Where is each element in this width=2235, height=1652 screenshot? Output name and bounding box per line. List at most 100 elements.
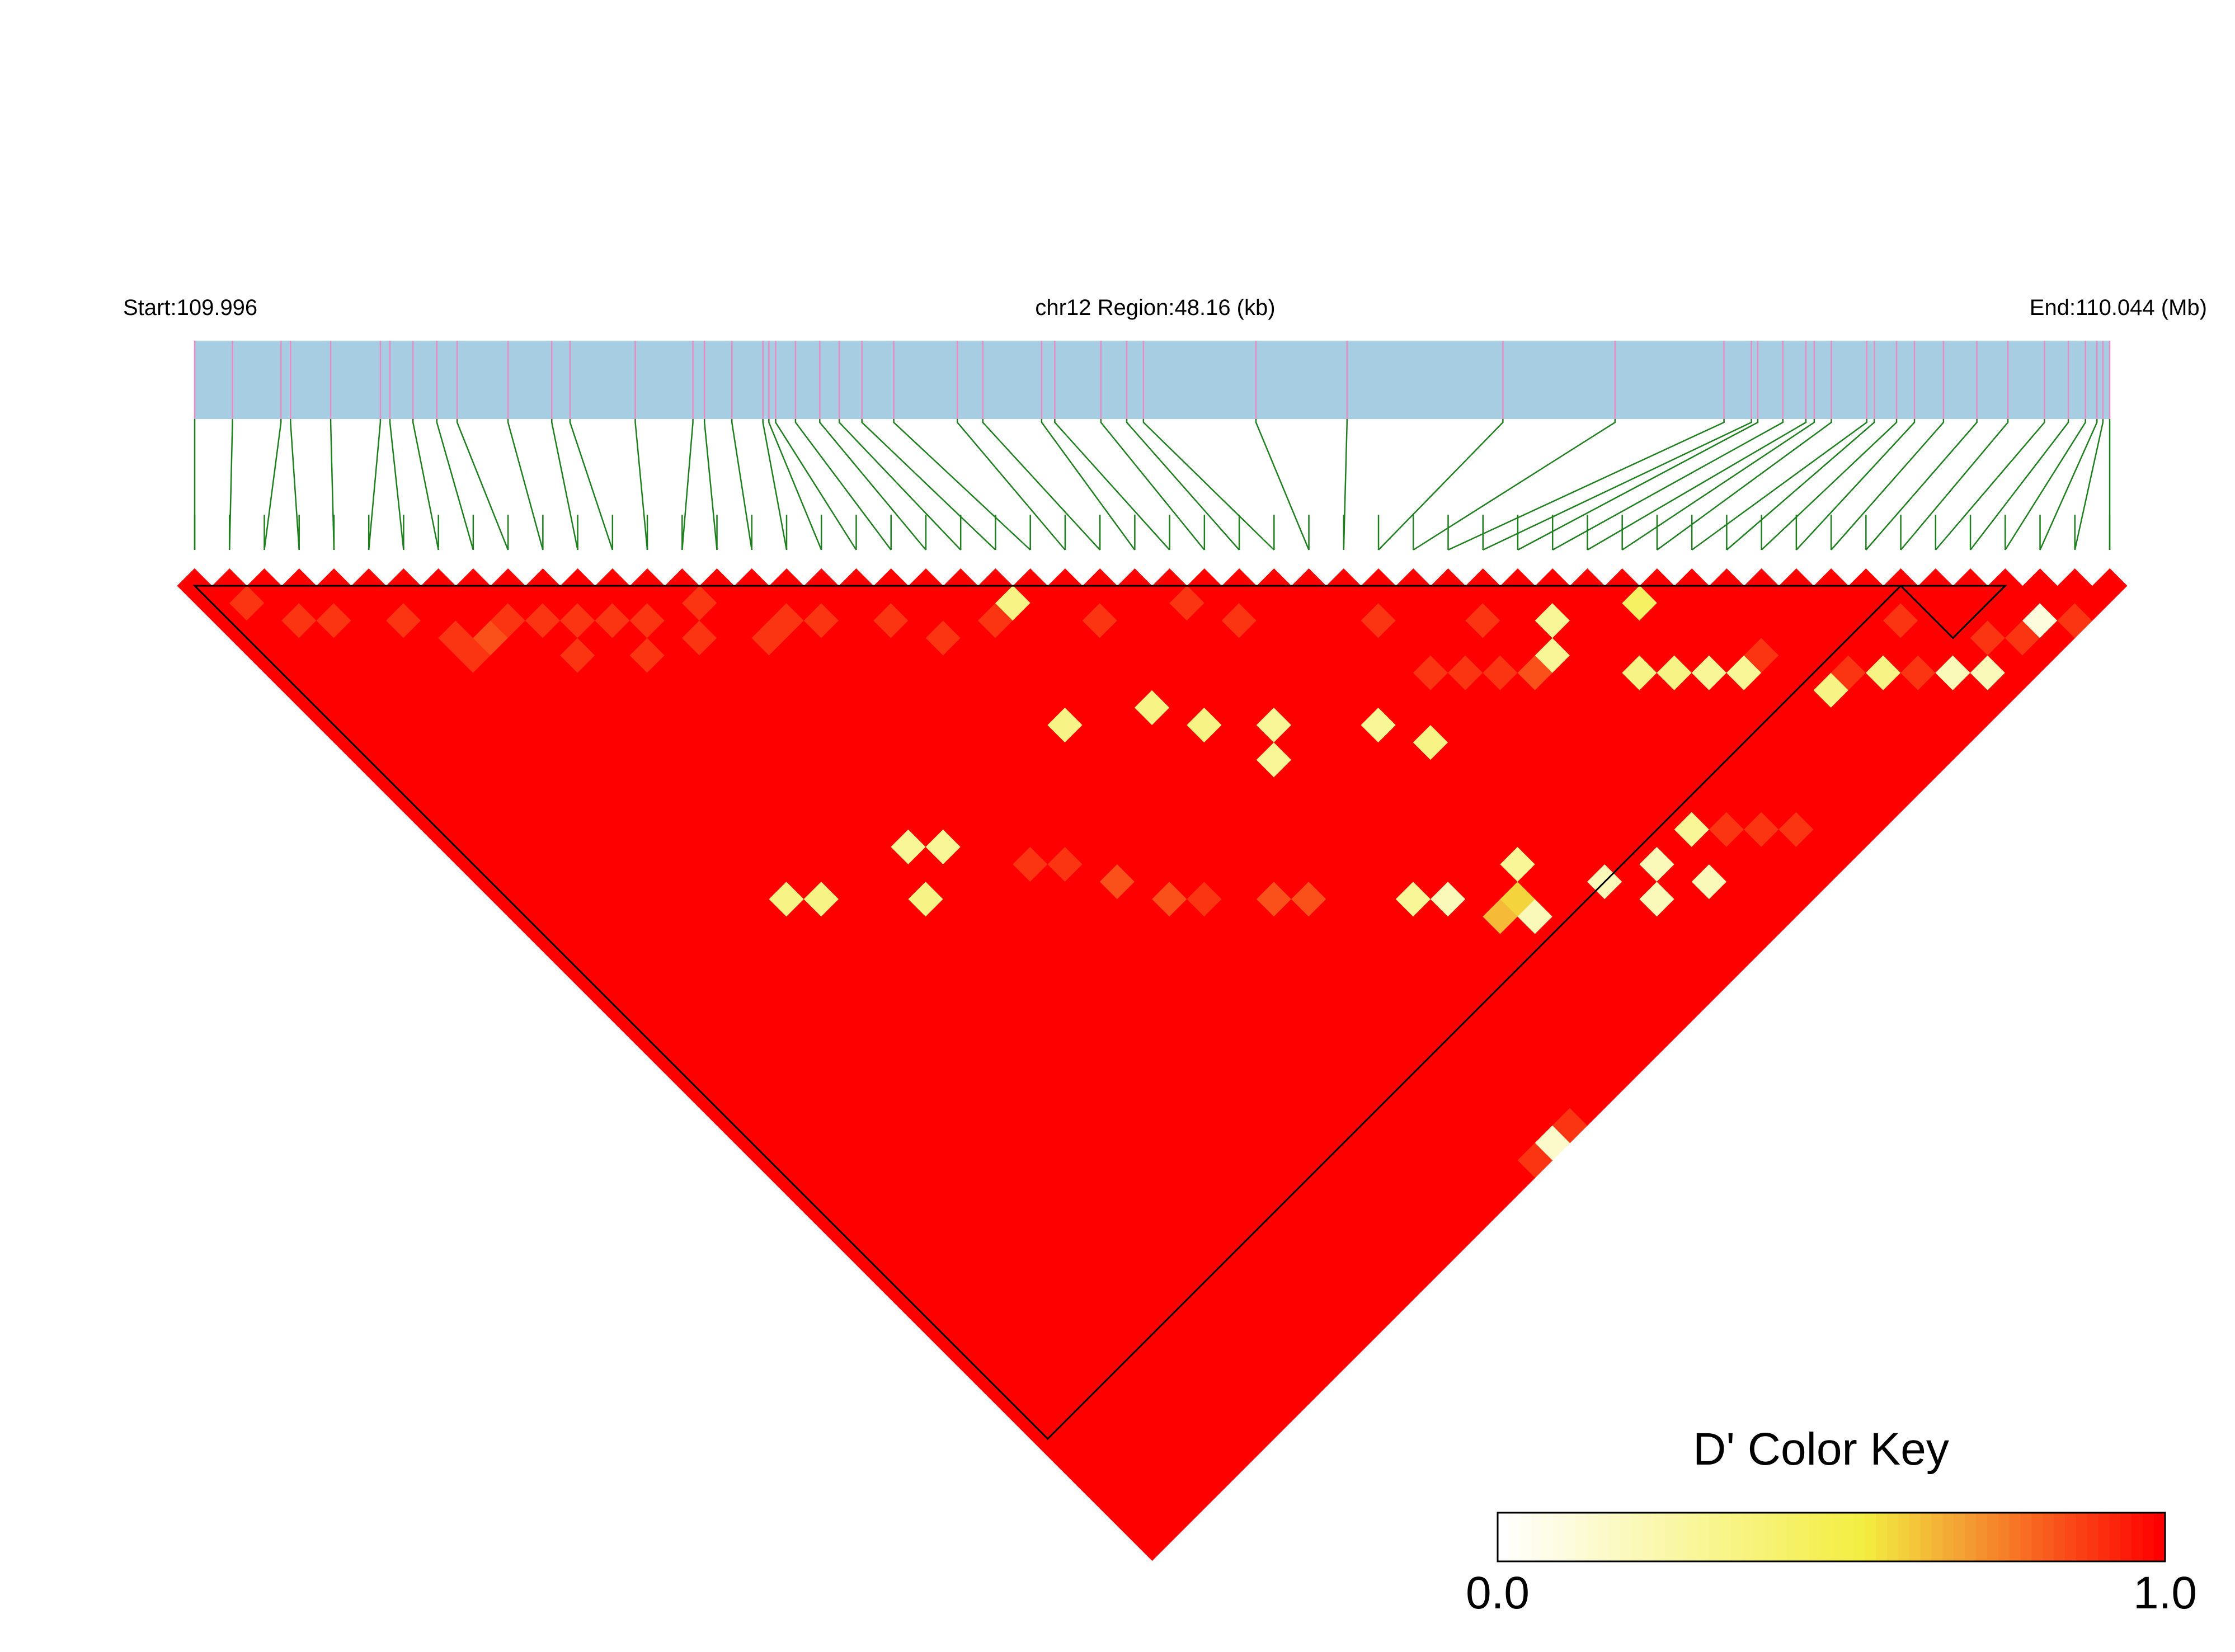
- color-key-segment: [1865, 1513, 1877, 1561]
- snp-connector: [330, 419, 335, 550]
- snp-connector: [681, 419, 694, 550]
- snp-connector: [893, 419, 1031, 550]
- snp-connector: [1041, 419, 1136, 550]
- snp-connector: [1657, 419, 1832, 551]
- snp-connector: [2039, 419, 2098, 550]
- snp-connector: [1970, 419, 2069, 550]
- region-start-label: Start:109.996: [123, 295, 257, 320]
- row-notch: [2040, 568, 2075, 586]
- row-notch: [1065, 568, 1100, 586]
- color-key-segment: [1687, 1513, 1698, 1561]
- color-key-segment: [1786, 1513, 1799, 1561]
- snp-connector: [731, 419, 753, 550]
- snp-connector: [569, 419, 614, 550]
- row-notch: [717, 568, 752, 586]
- color-key-segment: [1753, 1513, 1766, 1561]
- row-notch: [1204, 568, 1240, 586]
- color-key-segment: [1519, 1513, 1532, 1561]
- snp-connector: [228, 419, 233, 550]
- row-notch: [369, 568, 404, 586]
- color-key-segment: [1642, 1513, 1654, 1561]
- snp-connector: [389, 419, 404, 550]
- color-key-frame: [1497, 1512, 2166, 1562]
- color-key-segment: [2143, 1513, 2155, 1561]
- row-notch: [333, 568, 369, 586]
- row-notch: [647, 568, 683, 586]
- row-notch: [1448, 568, 1483, 586]
- color-key-segment: [1776, 1513, 1787, 1561]
- color-key-segment: [1975, 1513, 1988, 1561]
- row-notch: [1413, 568, 1448, 586]
- snp-connector: [1795, 419, 1916, 550]
- color-key-segment: [1742, 1513, 1754, 1561]
- snp-connector: [436, 419, 474, 550]
- snp-connector: [1255, 419, 1310, 550]
- color-key-gradient: [1498, 1513, 2166, 1561]
- snp-connector: [838, 419, 962, 550]
- region-end-label: End:110.044 (Mb): [2030, 295, 2207, 320]
- row-notch: [264, 568, 299, 586]
- snp-connector: [2005, 419, 2086, 550]
- row-notch: [1831, 568, 1866, 586]
- snp-connector: [1900, 419, 2009, 550]
- ld-block-outline: [1898, 585, 2007, 639]
- color-key-title: D' Color Key: [1693, 1424, 1949, 1475]
- row-notch: [299, 568, 334, 586]
- track-bar: [195, 341, 2110, 419]
- color-key-segment: [2031, 1513, 2044, 1561]
- color-key-segment: [1942, 1513, 1955, 1561]
- row-notch: [682, 568, 717, 586]
- snp-connector: [1447, 419, 1725, 551]
- row-notch: [403, 568, 439, 586]
- row-notch: [577, 568, 613, 586]
- snp-connector: [861, 419, 996, 550]
- color-key-segment: [1998, 1513, 2010, 1561]
- color-key-segment: [1842, 1513, 1855, 1561]
- row-notch: [1970, 568, 2006, 586]
- snp-connector: [703, 419, 718, 550]
- color-key: D' Color Key 0.0 1.0: [1466, 1424, 2197, 1618]
- color-key-segment: [2054, 1513, 2066, 1561]
- color-key-segment: [1676, 1513, 1688, 1561]
- snp-connector: [1552, 419, 1784, 551]
- color-key-segment: [1508, 1513, 1521, 1561]
- color-key-segment: [1731, 1513, 1743, 1561]
- snp-connector: [1517, 419, 1759, 551]
- snp-connector: [775, 419, 857, 550]
- color-key-segment: [1909, 1513, 1921, 1561]
- snp-connector: [290, 419, 300, 550]
- color-key-segment: [1620, 1513, 1632, 1561]
- snp-connector: [1935, 419, 2045, 550]
- snp-connector: [1126, 419, 1240, 550]
- color-key-segment: [1564, 1513, 1577, 1561]
- row-notch: [543, 568, 578, 586]
- row-notch: [1935, 568, 1971, 586]
- snp-connector: [1378, 419, 1504, 550]
- snp-connector: [507, 419, 544, 550]
- row-notch: [1692, 568, 1727, 586]
- row-notch: [1866, 568, 1901, 586]
- color-key-segment: [1709, 1513, 1721, 1561]
- snp-connector: [794, 419, 892, 550]
- snp-connector: [1587, 419, 1807, 551]
- color-key-segment: [2132, 1513, 2144, 1561]
- row-notch: [1169, 568, 1204, 586]
- ld-block-outlines: [192, 585, 2007, 1441]
- row-notch: [2074, 568, 2110, 586]
- snp-connector: [1621, 419, 1815, 551]
- color-key-segment: [1798, 1513, 1810, 1561]
- color-key-segment: [2076, 1513, 2088, 1561]
- row-notch: [1900, 568, 1936, 586]
- row-notch: [1309, 568, 1344, 586]
- color-key-segment: [1765, 1513, 1777, 1561]
- color-key-segment: [1965, 1513, 1977, 1561]
- row-notch: [961, 568, 996, 586]
- snp-connector: [1413, 419, 1616, 551]
- snp-connector: [1100, 419, 1205, 550]
- row-notch: [1657, 568, 1692, 586]
- color-key-segment: [1920, 1513, 1932, 1561]
- color-key-segment: [1575, 1513, 1588, 1561]
- snp-connector: [412, 419, 439, 550]
- row-notch: [821, 568, 857, 586]
